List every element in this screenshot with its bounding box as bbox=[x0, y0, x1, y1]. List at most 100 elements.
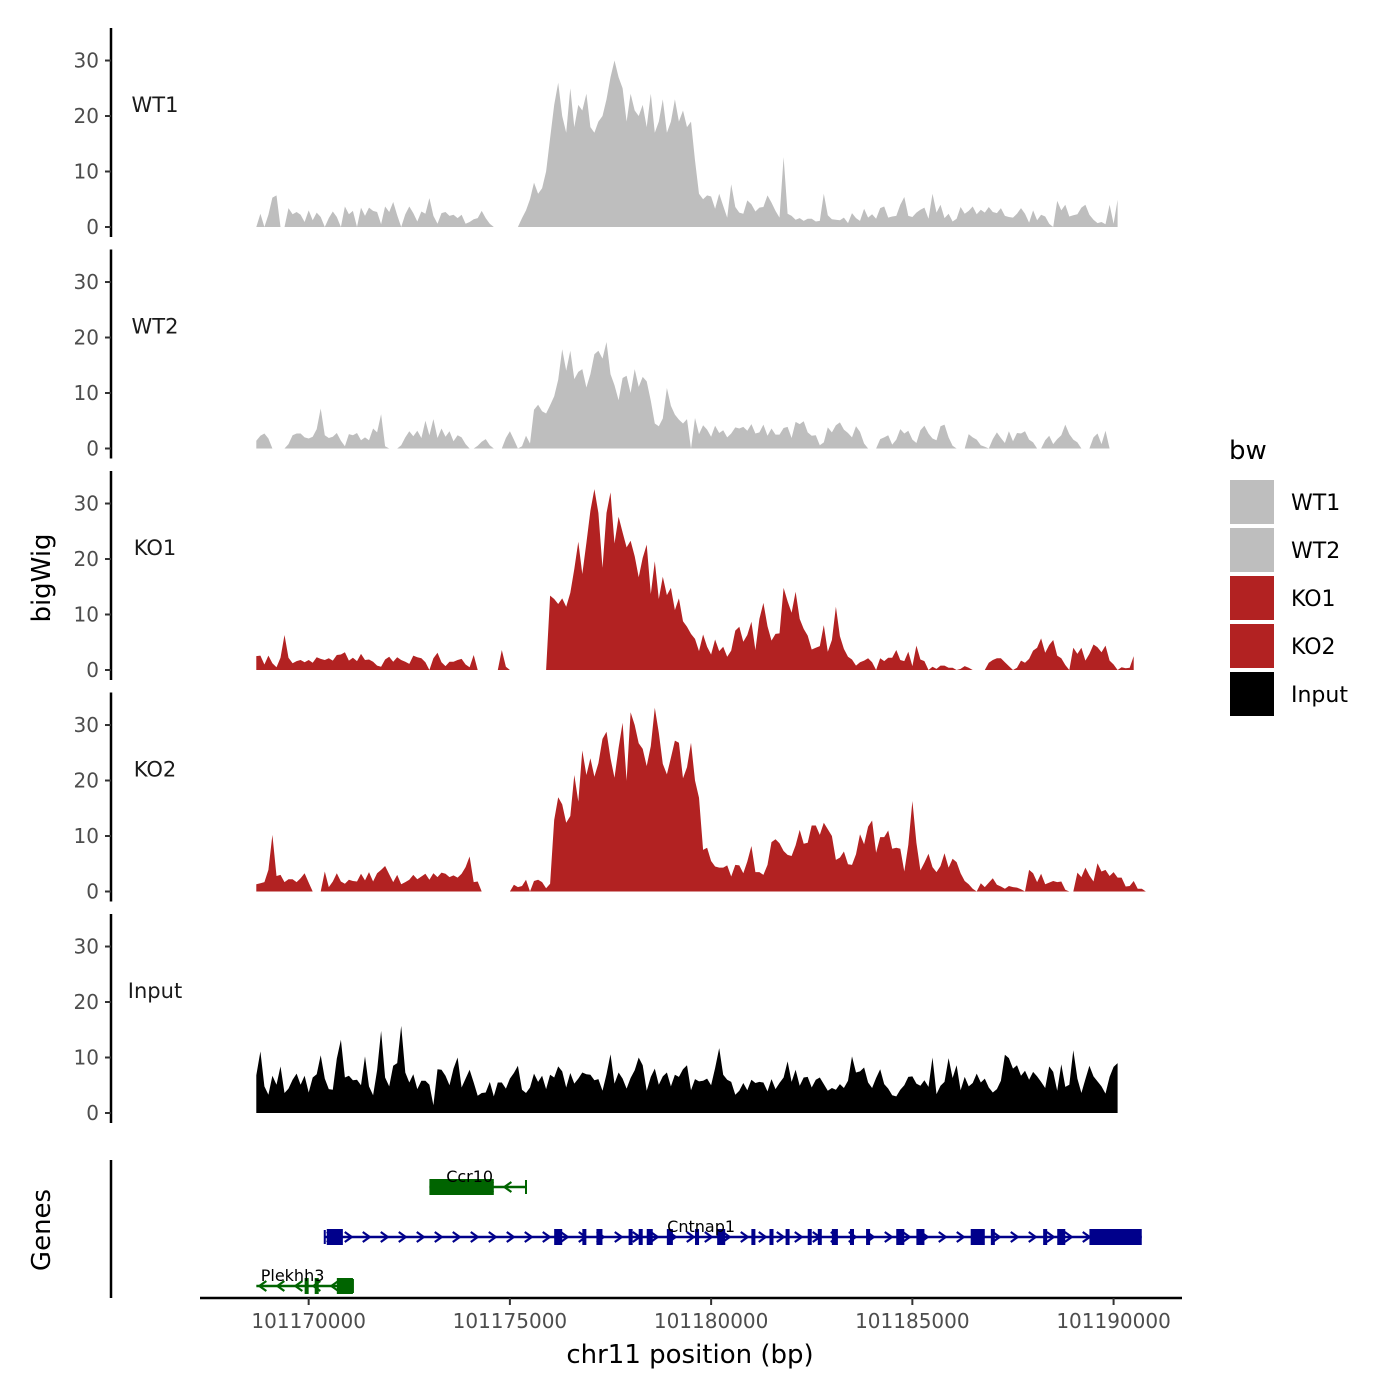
strand-arrow-icon bbox=[758, 1231, 768, 1243]
gene-label-ccr10: Ccr10 bbox=[446, 1167, 493, 1186]
track-ko2: 0 10 20 30 KO2 bbox=[74, 692, 1146, 904]
strand-arrow-icon bbox=[776, 1231, 786, 1243]
strand-arrow-icon bbox=[704, 1231, 714, 1243]
strand-arrow-icon bbox=[1010, 1231, 1020, 1243]
strand-arrow-icon bbox=[560, 1231, 570, 1243]
exon-block bbox=[628, 1229, 633, 1245]
strand-arrow-icon bbox=[329, 1280, 339, 1292]
track-label-input: Input bbox=[128, 979, 182, 1003]
legend-item-ko1: KO1 bbox=[1230, 576, 1336, 620]
track-label-wt2: WT2 bbox=[132, 315, 179, 339]
legend-label: Input bbox=[1291, 683, 1348, 708]
legend-swatch bbox=[1230, 624, 1274, 668]
y-tick-label: 0 bbox=[86, 1101, 99, 1125]
exon-block bbox=[769, 1229, 774, 1245]
x-axis-title: chr11 position (bp) bbox=[566, 1340, 813, 1370]
y-tick-label: 0 bbox=[86, 658, 99, 682]
exon-block bbox=[336, 1278, 353, 1294]
exon-block bbox=[817, 1229, 822, 1245]
legend-swatch bbox=[1230, 672, 1274, 716]
strand-arrow-icon bbox=[884, 1231, 894, 1243]
bigwig-tracks: 0 10 20 30 WT1 0 10 20 30 WT2 0 10 20 30 KO1 0 10 20 30 KO2… bbox=[74, 28, 1146, 1125]
x-tick-label: 101190000 bbox=[1056, 1309, 1171, 1333]
track-label-wt1: WT1 bbox=[132, 93, 179, 117]
exon-block bbox=[326, 1229, 343, 1245]
exon-block bbox=[970, 1229, 985, 1245]
strand-arrow-icon bbox=[614, 1231, 624, 1243]
gene-label-cntnap1: Cntnap1 bbox=[667, 1217, 735, 1236]
x-tick-label: 101175000 bbox=[453, 1309, 568, 1333]
strand-arrow-icon bbox=[992, 1231, 1002, 1243]
y-axis-title: bigWig bbox=[27, 533, 57, 622]
exon-block bbox=[429, 1179, 494, 1195]
coverage-area-input bbox=[256, 1025, 1118, 1113]
strand-arrow-icon bbox=[956, 1231, 966, 1243]
y-tick-label: 10 bbox=[74, 824, 99, 848]
track-wt1: 0 10 20 30 WT1 bbox=[74, 28, 1118, 239]
legend-label: WT2 bbox=[1291, 539, 1340, 564]
y-tick-label: 0 bbox=[86, 215, 99, 239]
strand-arrow-icon bbox=[740, 1231, 750, 1243]
strand-arrow-icon bbox=[1064, 1231, 1074, 1243]
y-tick-label: 20 bbox=[74, 326, 99, 350]
legend-label: KO2 bbox=[1291, 635, 1336, 660]
legend-title: bw bbox=[1229, 436, 1267, 466]
coverage-area-wt1 bbox=[256, 60, 1118, 227]
legend-swatch bbox=[1230, 480, 1274, 524]
exon-block bbox=[596, 1229, 603, 1245]
y-tick-label: 30 bbox=[74, 270, 99, 294]
exon-block bbox=[638, 1229, 643, 1245]
legend-label: WT1 bbox=[1291, 491, 1340, 516]
exon-block bbox=[866, 1229, 871, 1245]
strand-arrow-icon bbox=[502, 1181, 513, 1193]
x-tick-label: 101185000 bbox=[855, 1309, 970, 1333]
y-tick-label: 20 bbox=[74, 104, 99, 128]
exon-block bbox=[916, 1229, 925, 1245]
x-axis: 101170000 101175000 101180000 101185000 1011… bbox=[200, 1296, 1182, 1333]
exon-block bbox=[896, 1229, 905, 1245]
strand-arrow-icon bbox=[938, 1231, 948, 1243]
strand-arrow-icon bbox=[524, 1231, 534, 1243]
exon-block bbox=[1089, 1229, 1142, 1245]
y-tick-label: 10 bbox=[74, 603, 99, 627]
track-label-ko2: KO2 bbox=[134, 758, 177, 782]
y-tick-label: 30 bbox=[74, 49, 99, 73]
y-tick-label: 30 bbox=[74, 492, 99, 516]
y-tick-label: 0 bbox=[86, 880, 99, 904]
exon-block bbox=[554, 1229, 563, 1245]
exon-block bbox=[717, 1229, 726, 1245]
track-ko1: 0 10 20 30 KO1 bbox=[74, 471, 1134, 682]
exon-block bbox=[807, 1229, 812, 1245]
track-wt2: 0 10 20 30 WT2 bbox=[74, 249, 1110, 461]
gene-plekhh3: Plekhh3 bbox=[256, 1266, 354, 1294]
y-tick-label: 10 bbox=[74, 381, 99, 405]
strand-arrow-icon bbox=[293, 1280, 303, 1292]
strand-arrow-icon bbox=[470, 1231, 480, 1243]
legend-swatch bbox=[1230, 576, 1274, 620]
track-label-ko1: KO1 bbox=[134, 536, 177, 560]
coverage-area-ko1 bbox=[256, 489, 1134, 670]
legend-item-wt2: WT2 bbox=[1230, 528, 1340, 572]
strand-arrow-icon bbox=[398, 1231, 408, 1243]
legend: WT1 WT2 KO1 KO2 Input bbox=[1230, 480, 1348, 716]
coverage-area-wt2 bbox=[256, 342, 1110, 449]
strand-arrow-icon bbox=[452, 1231, 462, 1243]
gene-label-plekhh3: Plekhh3 bbox=[261, 1266, 325, 1285]
exon-block bbox=[831, 1229, 838, 1245]
exon-block bbox=[1043, 1229, 1048, 1245]
y-tick-label: 30 bbox=[74, 935, 99, 959]
strand-arrow-icon bbox=[257, 1280, 267, 1292]
strand-arrow-icon bbox=[416, 1231, 426, 1243]
y-tick-label: 20 bbox=[74, 990, 99, 1014]
y-tick-label: 30 bbox=[74, 713, 99, 737]
x-tick-label: 101170000 bbox=[251, 1309, 366, 1333]
legend-item-ko2: KO2 bbox=[1230, 624, 1336, 668]
gene-cntnap1: Cntnap1 bbox=[323, 1217, 1142, 1245]
y-tick-label: 20 bbox=[74, 769, 99, 793]
exon-block bbox=[582, 1229, 587, 1245]
strand-arrow-icon bbox=[275, 1280, 285, 1292]
exon-block bbox=[785, 1229, 790, 1245]
genes-axis-title: Genes bbox=[27, 1189, 57, 1271]
strand-arrow-icon bbox=[488, 1231, 498, 1243]
